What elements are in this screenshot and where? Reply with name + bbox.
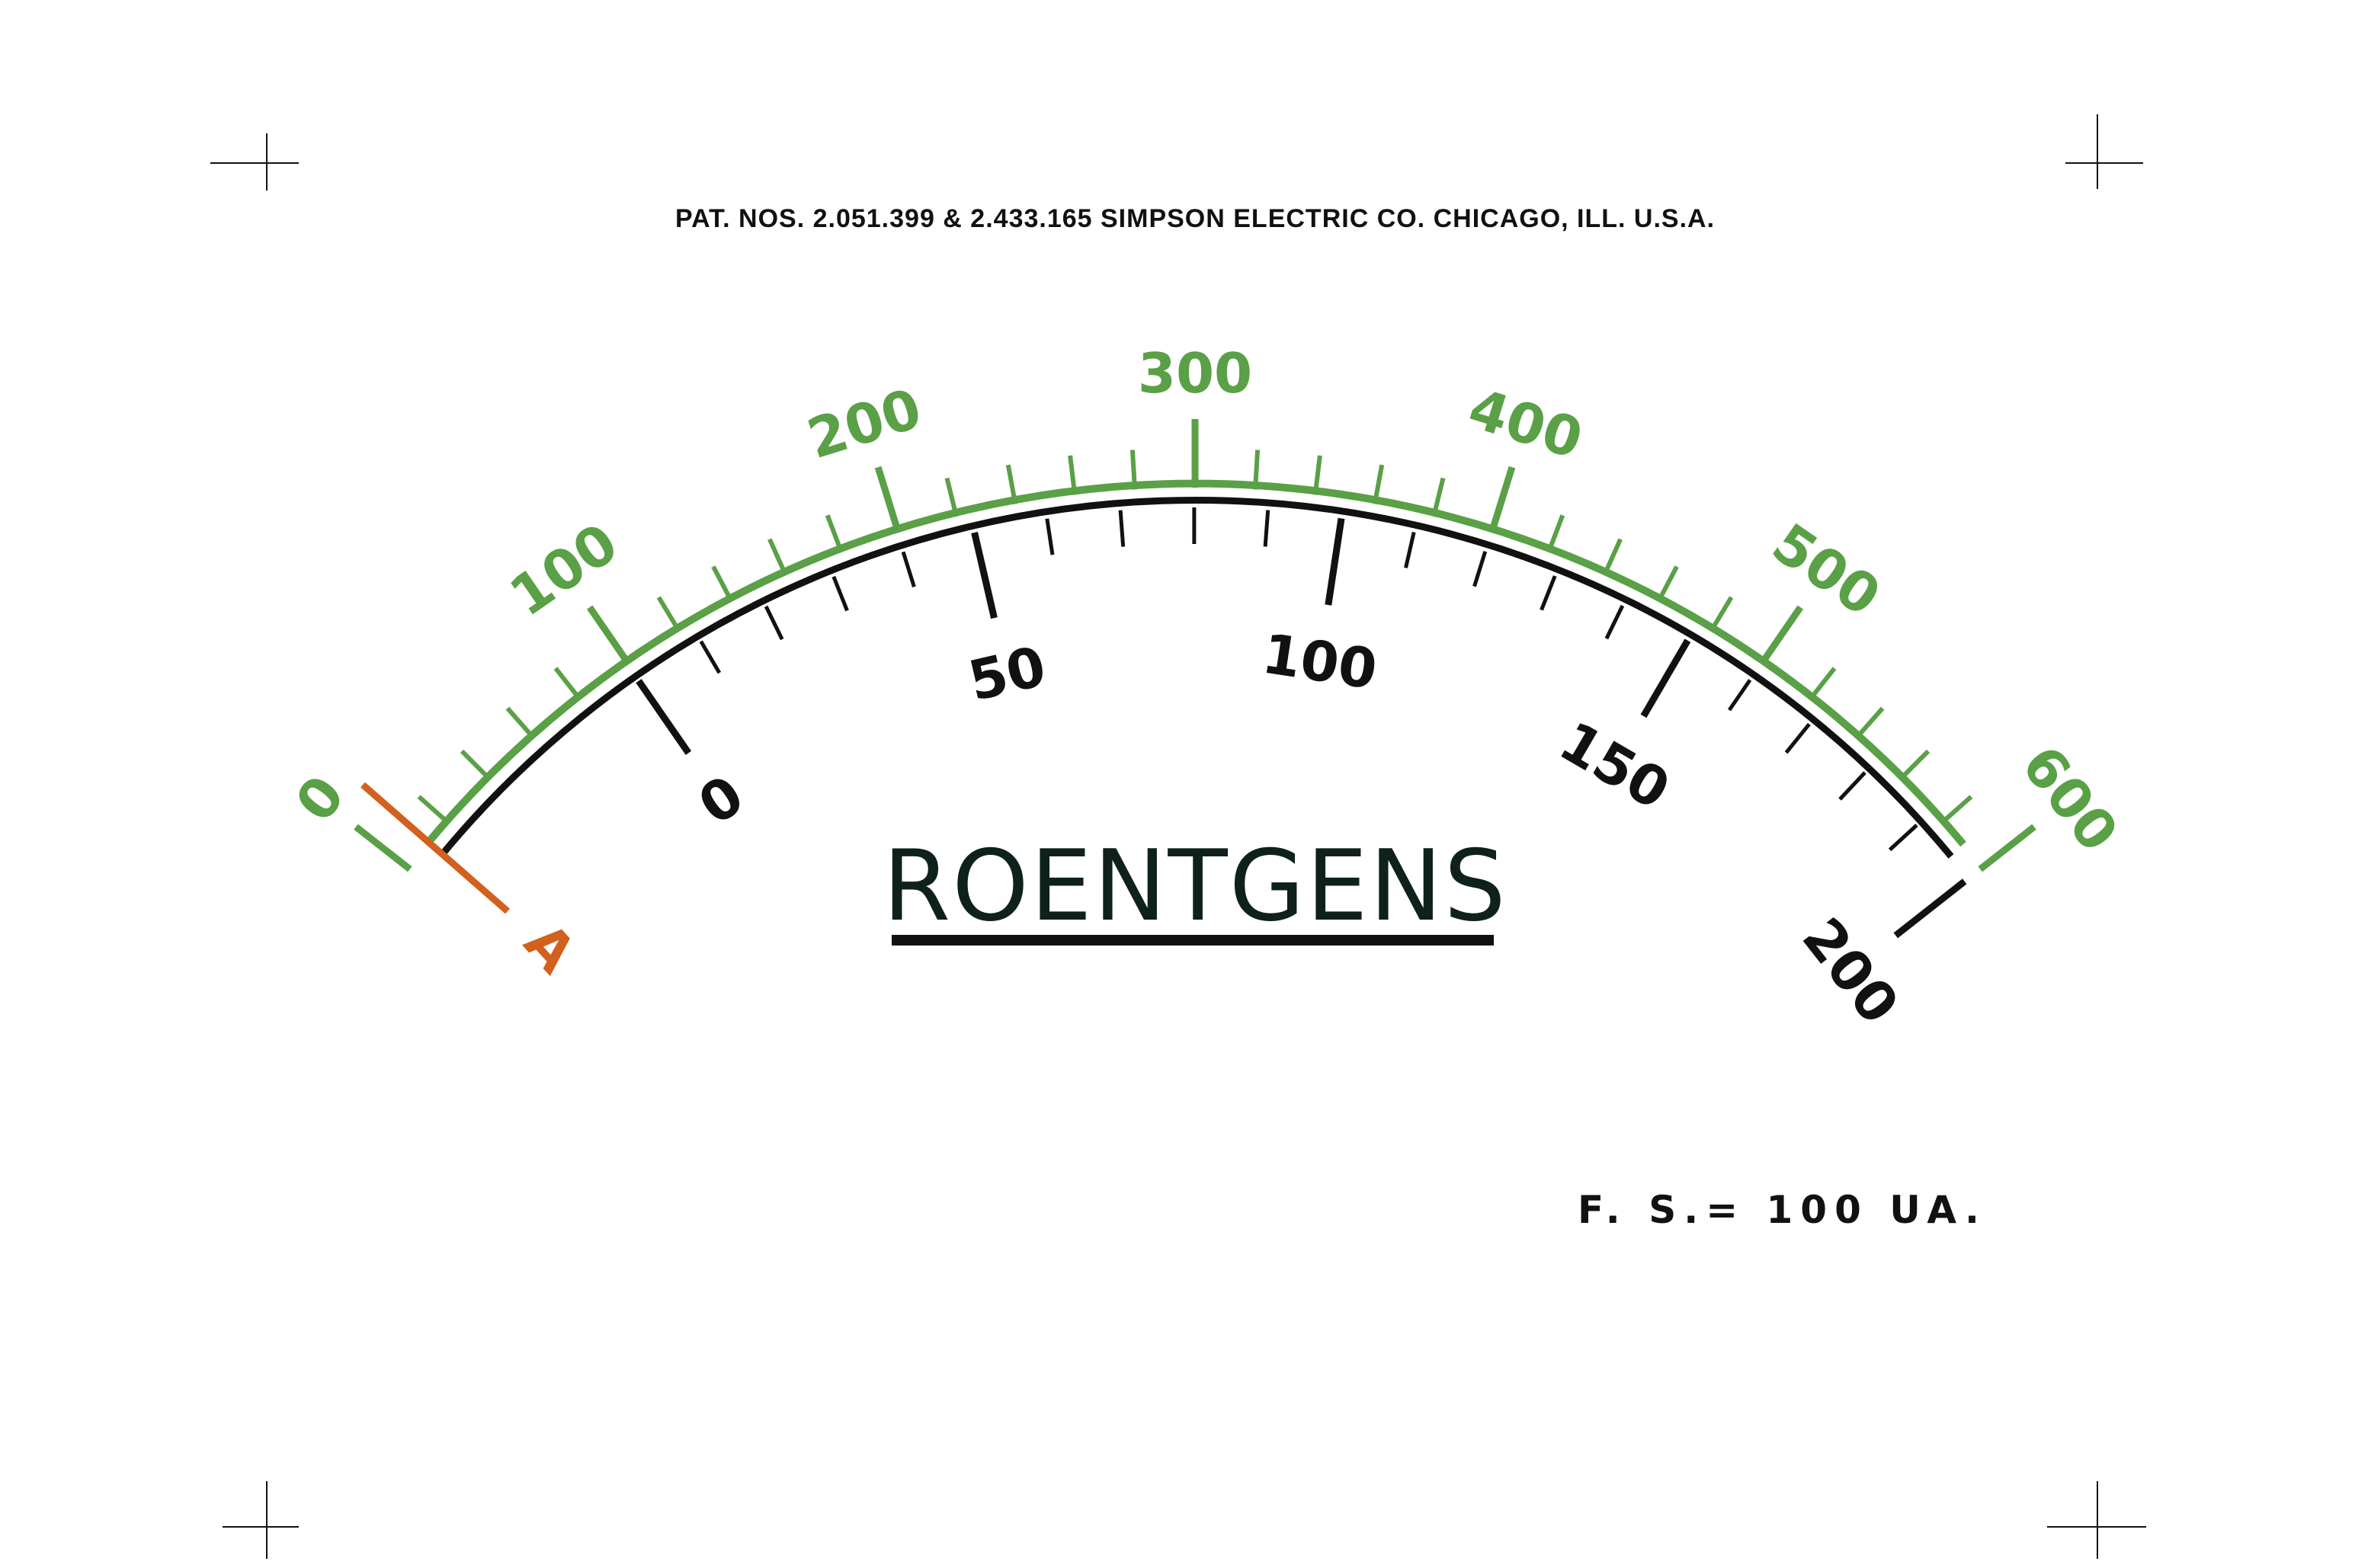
inner-scale-label: 100 <box>1258 622 1381 702</box>
title-underline <box>892 935 1494 946</box>
outer-major-tick <box>1488 466 1516 534</box>
inner-minor-tick <box>1540 575 1557 611</box>
outer-scale-label: 200 <box>800 376 928 471</box>
inner-scale-label: 200 <box>1790 906 1911 1035</box>
outer-scale-label: 300 <box>1138 341 1252 405</box>
inner-major-tick <box>1325 517 1345 606</box>
outer-scale-label: 500 <box>1761 510 1892 628</box>
inner-major-tick <box>1893 878 1967 939</box>
inner-minor-tick <box>1838 771 1866 801</box>
inner-minor-tick <box>1727 679 1752 712</box>
scale-title: ROENTGENS <box>883 830 1508 943</box>
zero-adjust-mark <box>360 782 510 914</box>
outer-minor-tick <box>1940 795 1973 825</box>
outer-scale-ticks <box>354 419 2036 872</box>
outer-major-tick <box>874 466 902 534</box>
outer-minor-tick <box>505 706 536 740</box>
outer-minor-tick <box>656 596 681 632</box>
outer-minor-tick <box>1129 450 1137 490</box>
inner-major-tick <box>1640 638 1691 718</box>
outer-minor-tick <box>1005 464 1018 504</box>
inner-minor-tick <box>699 640 722 674</box>
outer-minor-tick <box>1372 464 1385 504</box>
outer-minor-tick <box>1068 455 1078 495</box>
inner-minor-tick <box>1472 551 1488 587</box>
outer-minor-tick <box>1431 477 1446 517</box>
outer-major-tick <box>586 605 632 666</box>
inner-minor-tick <box>901 551 916 587</box>
outer-major-tick <box>1978 824 2036 872</box>
outer-minor-tick <box>767 538 788 577</box>
inner-minor-tick <box>764 605 784 641</box>
outer-minor-tick <box>1656 565 1679 603</box>
zero-adjust-label: A <box>512 910 588 985</box>
crop-mark-top-left <box>210 133 299 190</box>
inner-scale-arc <box>437 496 1954 859</box>
outer-scale-label: 0 <box>283 763 357 833</box>
inner-scale-ticks <box>636 507 1967 939</box>
inner-minor-tick <box>831 575 849 612</box>
inner-scale-label: 150 <box>1549 709 1681 822</box>
crop-mark-bottom-left <box>223 1481 299 1559</box>
inner-minor-tick <box>1404 531 1416 568</box>
outer-minor-tick <box>460 749 492 781</box>
inner-scale-labels: 0 50 100 150 200 <box>687 622 1911 1036</box>
outer-major-tick <box>354 824 412 872</box>
full-scale-note: F. S.= 100 UA. <box>1578 1188 1987 1232</box>
inner-scale-label: 50 <box>963 634 1052 713</box>
outer-minor-tick <box>1312 455 1322 495</box>
outer-scale-label: 400 <box>1462 376 1590 471</box>
crop-mark-top-right <box>2065 114 2143 189</box>
inner-scale-label: 0 <box>687 763 755 837</box>
outer-minor-tick <box>1546 514 1565 553</box>
inner-minor-tick <box>1604 604 1625 640</box>
outer-minor-tick <box>825 514 844 553</box>
inner-minor-tick <box>1118 510 1126 547</box>
patent-text: PAT. NOS. 2.051.399 & 2.433.165 SIMPSON … <box>675 204 1715 233</box>
outer-minor-tick <box>553 667 582 701</box>
inner-minor-tick <box>1263 510 1270 547</box>
inner-minor-tick <box>1784 722 1811 754</box>
outer-minor-tick <box>1253 450 1261 490</box>
crop-marks <box>210 114 2146 1559</box>
outer-minor-tick <box>711 565 734 603</box>
outer-minor-tick <box>1808 667 1837 701</box>
outer-minor-tick <box>1602 538 1623 577</box>
outer-minor-tick <box>1898 749 1930 781</box>
inner-minor-tick <box>1045 518 1055 555</box>
outer-scale-label: 600 <box>2010 734 2131 863</box>
crop-mark-bottom-right <box>2047 1481 2146 1559</box>
outer-scale-label: 100 <box>498 510 629 628</box>
outer-major-tick <box>1758 605 1804 666</box>
outer-minor-tick <box>1854 706 1885 740</box>
outer-minor-tick <box>417 795 450 825</box>
inner-minor-tick <box>1888 824 1918 852</box>
inner-major-tick <box>971 531 998 619</box>
outer-minor-tick <box>944 477 959 517</box>
outer-minor-tick <box>1709 596 1734 632</box>
inner-major-tick <box>636 679 692 755</box>
